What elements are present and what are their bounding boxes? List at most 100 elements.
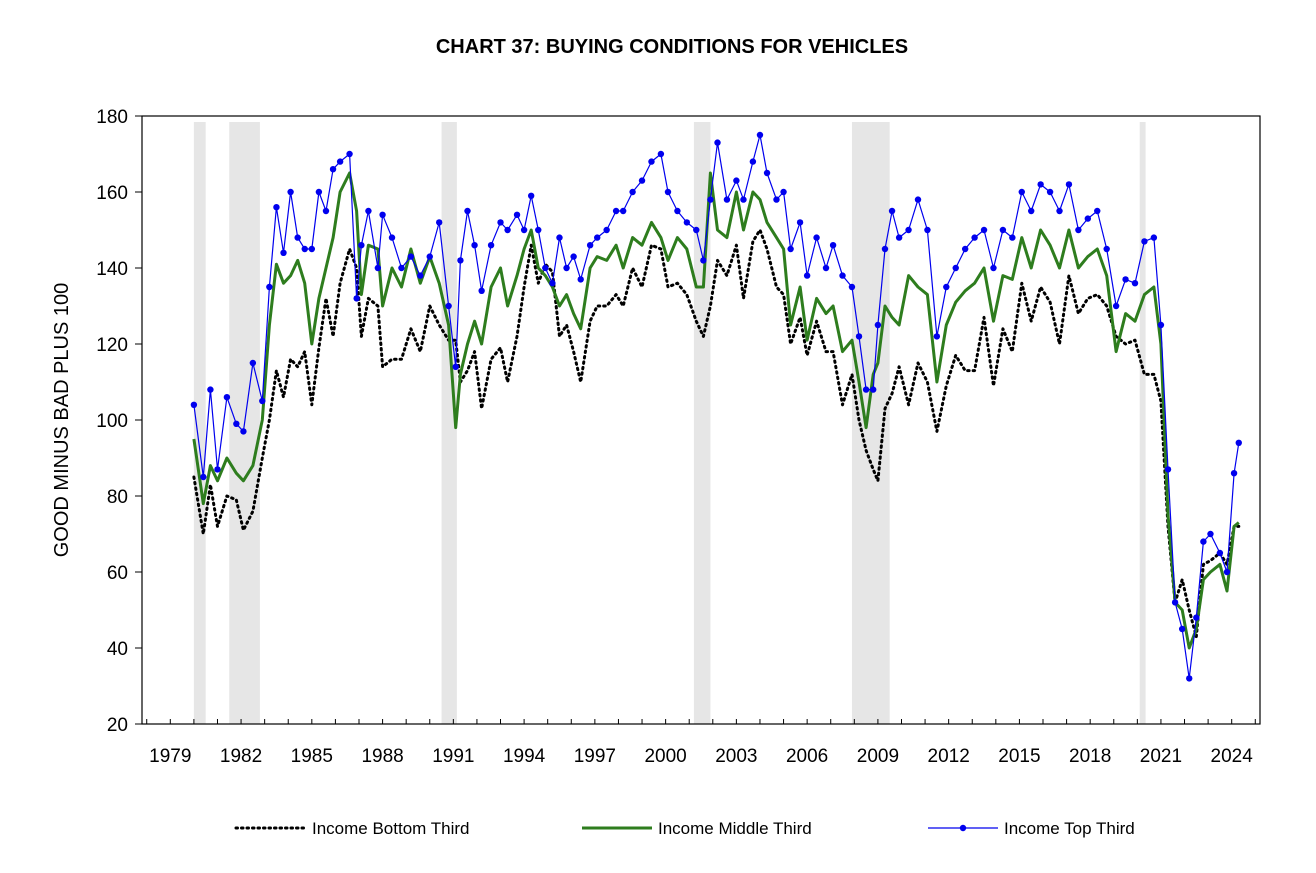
series-2-point-49 (570, 253, 577, 260)
series-2-point-9 (266, 283, 273, 291)
y-tick-label-20: 20 (107, 715, 128, 736)
series-2-point-0 (190, 401, 198, 408)
series-2-point-42 (520, 226, 528, 234)
series-2-point-87 (881, 245, 889, 253)
series-2-point-104 (1037, 181, 1044, 188)
series-2-point-74 (780, 188, 787, 196)
series-2-point-10 (273, 204, 280, 211)
x-tick-label-2024: 2024 (1211, 746, 1254, 767)
series-2-point-36 (471, 242, 478, 249)
series-2-point-62 (683, 219, 691, 226)
series-2-point-29 (417, 272, 424, 279)
series-2-point-100 (999, 226, 1007, 234)
series-2-point-91 (914, 196, 922, 203)
series-2-point-66 (714, 139, 721, 146)
y-axis-label: GOOD MINUS BAD PLUS 100 (51, 283, 73, 558)
y-tick-label-40: 40 (107, 639, 128, 660)
series-2-point-117 (1157, 321, 1165, 329)
series-2-point-43 (527, 192, 535, 199)
series-2-point-108 (1075, 226, 1082, 234)
series-2-point-99 (990, 264, 997, 272)
series-2-point-120 (1178, 625, 1186, 633)
legend-label-2: Income Top Third (1004, 819, 1135, 838)
series-2-point-124 (1207, 530, 1214, 538)
series-2-point-85 (869, 386, 877, 393)
series-2-point-65 (707, 196, 714, 203)
series-2-point-2 (207, 386, 214, 393)
series-2-point-105 (1046, 188, 1054, 196)
x-tick-label-2012: 2012 (928, 746, 970, 767)
series-2-point-6 (240, 428, 247, 435)
legend-label-1: Income Middle Third (658, 819, 812, 838)
series-2-point-17 (322, 207, 330, 215)
y-tick-label-100: 100 (96, 411, 128, 432)
series-2-point-31 (435, 219, 443, 226)
series-2-point-33 (452, 363, 459, 370)
series-2-point-13 (294, 234, 301, 241)
series-2-point-109 (1084, 215, 1092, 222)
legend-label-0: Income Bottom Third (312, 819, 469, 838)
series-2-point-128 (1235, 439, 1242, 446)
series-2-point-38 (487, 242, 495, 249)
x-axis-ticks: 1979 1982 1985 1988 1991 1994 1997 2000 2003 2006… (146, 719, 1256, 767)
x-tick-label-2006: 2006 (786, 746, 828, 767)
series-2-point-37 (478, 287, 485, 294)
series-2-point-8 (259, 397, 266, 405)
series-2-point-69 (740, 196, 747, 203)
y-axis-ticks: 20 40 60 80 100 120 140 160 180 (96, 107, 142, 736)
series-2-point-80 (829, 242, 837, 249)
series-2-point-106 (1056, 207, 1063, 215)
series-2-point-64 (700, 257, 707, 264)
series-2-point-76 (796, 219, 804, 226)
series-2-point-63 (693, 226, 700, 234)
series-2-point-5 (233, 420, 240, 427)
series-2-point-90 (905, 226, 912, 234)
series-2-point-98 (980, 226, 988, 234)
series-line-1 (192, 171, 1240, 650)
series-2-point-47 (556, 234, 563, 241)
series-2-point-3 (214, 466, 221, 473)
x-tick-label-1988: 1988 (361, 746, 403, 767)
series-2-point-23 (365, 207, 372, 215)
series-2-point-7 (249, 359, 257, 367)
series-2-point-34 (457, 257, 464, 264)
series-2-point-126 (1223, 568, 1231, 576)
series-2-point-24 (374, 264, 382, 272)
series-2-point-60 (664, 188, 672, 196)
series-2-point-18 (329, 166, 337, 173)
series-2-point-77 (803, 272, 811, 279)
series-2-point-78 (813, 234, 820, 241)
series-2-point-125 (1216, 549, 1224, 557)
series-2-point-94 (943, 283, 950, 291)
series-2-point-26 (388, 234, 396, 241)
series-2-point-52 (594, 234, 601, 241)
series-2-point-19 (336, 158, 344, 165)
series-2-point-54 (612, 207, 620, 215)
series-2-point-41 (513, 211, 521, 218)
series-2-point-84 (862, 386, 870, 393)
series-2-point-32 (445, 302, 452, 310)
series-2-point-11 (280, 249, 287, 256)
series-2-point-56 (629, 188, 636, 196)
series-2-point-15 (308, 245, 316, 253)
legend-marker-2 (959, 824, 967, 832)
series-2-point-27 (398, 264, 405, 272)
series-2-point-110 (1094, 207, 1101, 215)
series-2-point-55 (619, 207, 627, 215)
series-2-point-102 (1018, 188, 1025, 196)
series-2-point-44 (535, 226, 542, 234)
series-2-point-68 (733, 177, 740, 184)
series-2-point-71 (756, 131, 764, 139)
series-2-point-21 (353, 295, 360, 302)
x-tick-label-2018: 2018 (1069, 746, 1111, 767)
series-2-point-127 (1230, 470, 1238, 477)
series-2-point-20 (346, 150, 353, 158)
x-tick-label-2015: 2015 (998, 746, 1040, 767)
x-tick-label-2003: 2003 (715, 746, 757, 767)
y-tick-label-140: 140 (96, 259, 128, 280)
series-2-point-79 (822, 264, 830, 272)
series-2-point-30 (426, 253, 433, 260)
series-2-point-35 (464, 207, 471, 215)
series-2-point-28 (407, 253, 415, 260)
